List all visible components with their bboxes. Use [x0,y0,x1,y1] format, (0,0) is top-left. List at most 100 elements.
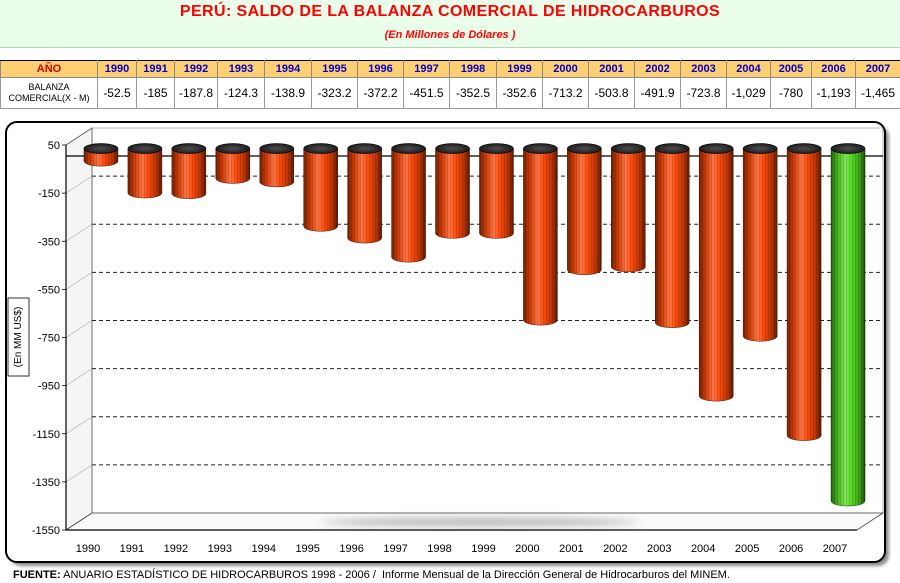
bar-top [698,143,734,154]
table-year-cell: 2004 [726,60,771,78]
x-tick-label: 2001 [559,543,583,555]
bar-1994 [259,143,295,188]
x-axis-ticks: 1990 1991 1992 1993 1994 1995 1996 1997 1998 1999… [76,543,848,555]
table-year-cell: 2007 [855,60,900,78]
table-year-cell: 1990 [97,60,137,78]
bar-texture [699,148,734,402]
bar-1995 [303,143,338,232]
bar-top [567,143,602,154]
gridline-side [65,368,93,386]
table-header-label: AÑO [0,60,98,78]
table-value-cell: -1,193 [811,77,856,109]
table-row-label: BALANZA COMERCIAL(X - M) [0,77,98,109]
bar-1998 [435,143,470,239]
x-tick-label: 2004 [691,543,715,555]
table-year-cell: 2000 [542,60,589,78]
x-tick-label: 1991 [120,543,144,555]
x-tick-label: 1990 [76,543,100,555]
x-tick-label: 2007 [823,543,847,555]
footer-source: FUENTE: ANUARIO ESTADÍSTICO DE HIDROCARB… [13,569,730,582]
y-tick-label: -150 [38,188,60,200]
y-tick-label: -1350 [32,477,60,489]
bar-texture [347,148,382,244]
x-tick-label: 2006 [779,543,803,555]
bar-top [215,143,251,154]
bar-texture [655,148,690,328]
source-label: FUENTE: [13,569,61,581]
bar-1996 [347,143,382,244]
x-tick-label: 1995 [295,543,319,555]
table-year-cell: 1999 [496,60,543,78]
bar-top [523,143,558,154]
x-tick-label: 2003 [647,543,671,555]
table-value-cell: -52.5 [97,77,137,109]
bar-texture [391,148,426,263]
bar-texture [743,148,778,342]
bar-top [611,143,646,154]
y-tick-label: -950 [38,381,60,393]
bar-chart: 50 -150 -350 -550 -750 -950 -1150 -1350 -1550 19… [5,121,889,566]
bar-top [654,143,690,154]
x-tick-label: 1997 [383,543,407,555]
bar-2003 [654,143,690,328]
table-value-row: BALANZA COMERCIAL(X - M) -52.5 -185 -187.8… [0,77,900,109]
x-tick-label: 1996 [339,543,363,555]
x-tick-label: 1994 [252,543,276,555]
bar-top [127,143,163,154]
table-year-cell: 2001 [588,60,635,78]
bar-1999 [479,143,514,239]
bar-texture [435,148,470,239]
chart-subtitle: (En Millones de Dólares ) [384,29,516,41]
table-value-cell: -372.2 [357,77,404,109]
bar-top [830,143,866,154]
bar-1991 [127,143,163,199]
table-year-cell: 2005 [770,60,812,78]
source-text: ANUARIO ESTADÍSTICO DE HIDROCARBUROS 199… [63,569,730,581]
y-axis-ticks: 50 -150 -350 -550 -750 -950 -1150 -1350 -1550 [32,140,66,537]
table-year-cell: 1994 [264,60,312,78]
table-year-cell: 2003 [680,60,727,78]
x-tick-label: 2005 [735,543,759,555]
gridline-side [65,272,93,290]
x-tick-label: 1992 [164,543,188,555]
bar-1992 [171,143,207,199]
bar-texture [523,148,558,326]
gridline-side [65,464,93,483]
bar-top [259,143,295,154]
table-year-cell: 2002 [634,60,681,78]
y-axis-label-frame [7,297,30,377]
bar-2000 [523,143,558,326]
gridline-side [65,175,93,194]
y-tick-label: -550 [38,284,60,296]
bar-texture [611,148,646,272]
table-value-cell: -1,465 [855,77,900,109]
y-tick-label: -350 [38,236,60,248]
table-value-cell: -187.8 [174,77,218,109]
bar-2005 [742,143,778,342]
x-tick-label: 1998 [427,543,451,555]
bar-texture [303,148,338,232]
bar-2006 [786,143,822,441]
x-tick-label: 1993 [208,543,232,555]
bar-top [347,143,382,154]
table-value-cell: -451.5 [403,77,450,109]
bar-2004 [698,143,734,402]
bar-texture [171,148,206,199]
y-axis-label: (En MM US$) [13,307,24,368]
bar-1990 [83,143,119,167]
bar-top [303,143,338,154]
bar-texture [831,148,866,507]
bar-top [171,143,207,154]
table-header-row: AÑO 1990 1991 1992 1993 1994 1995 1996 1997 1998… [0,60,900,78]
table-value-cell: -713.2 [542,77,589,109]
y-tick-label: -1550 [32,525,60,537]
table-value-cell: -1,029 [726,77,771,109]
x-tick-label: 2002 [603,543,627,555]
bar-texture [127,148,162,199]
table-year-cell: 1997 [403,60,450,78]
table-value-cell: -352.5 [449,77,497,109]
table-year-cell: 2006 [811,60,856,78]
table-value-cell: -723.8 [680,77,727,109]
y-tick-label: -750 [38,333,60,345]
